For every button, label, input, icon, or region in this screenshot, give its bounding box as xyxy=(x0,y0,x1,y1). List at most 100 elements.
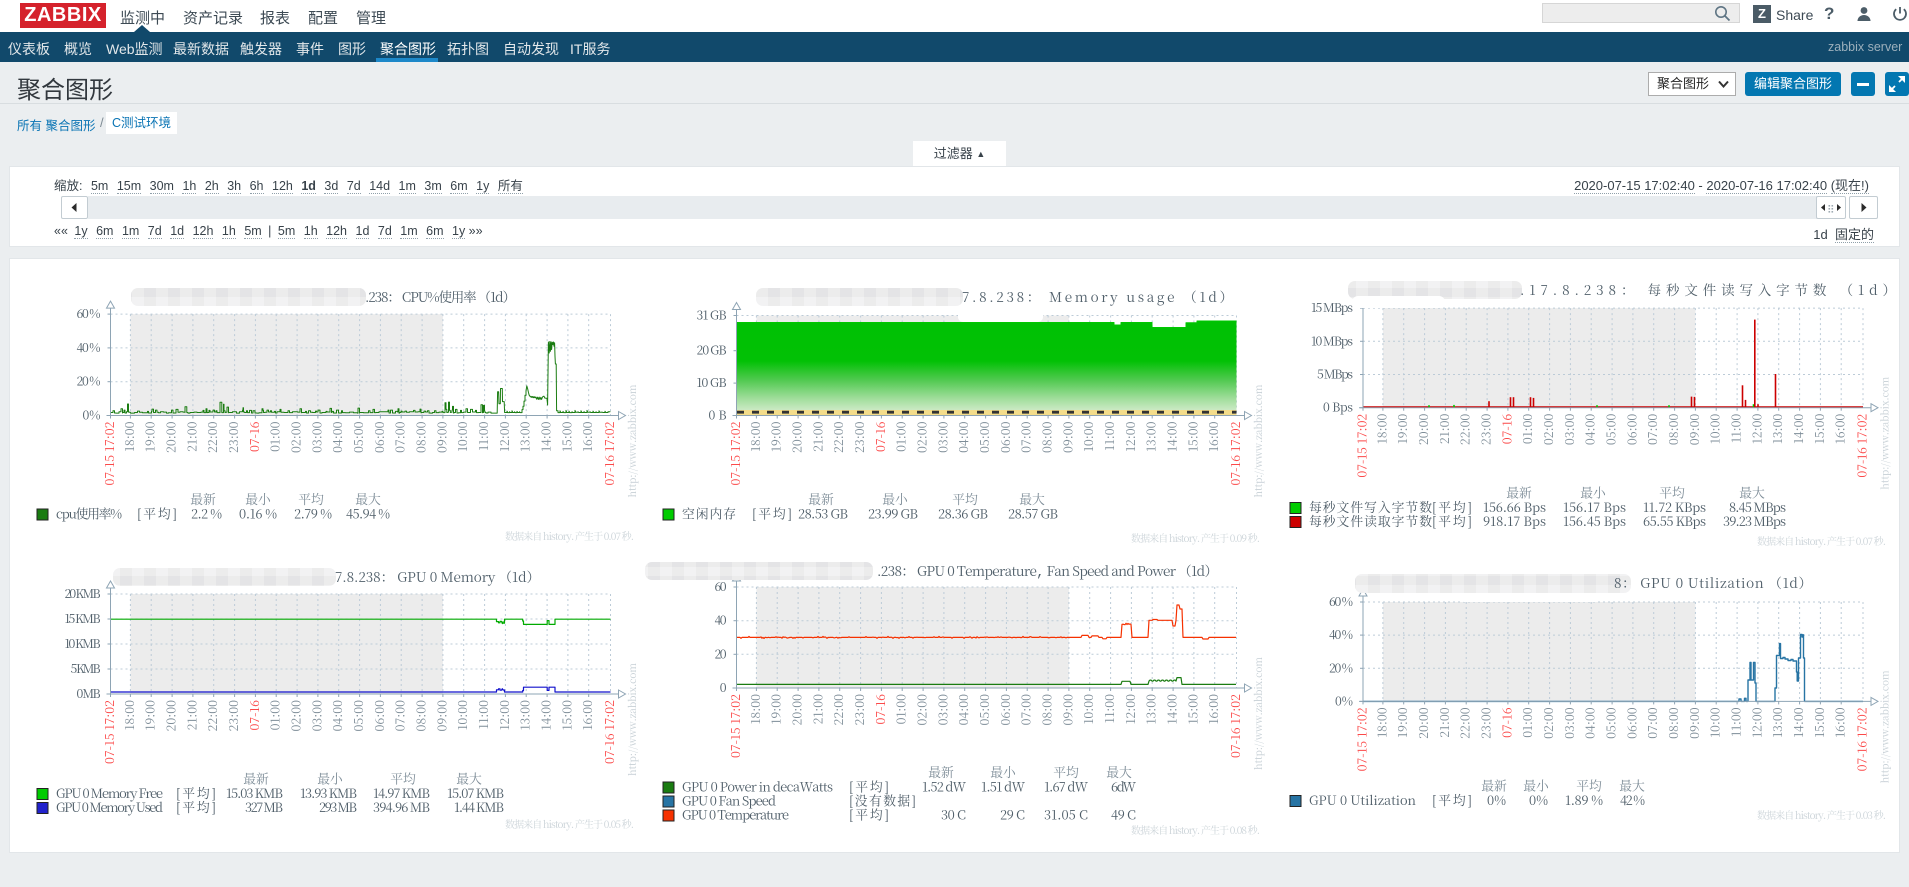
svg-text:07-16 17:02: 07-16 17:02 xyxy=(1226,421,1244,485)
svg-text:最小: 最小 xyxy=(1523,776,1550,795)
svg-text:18:00: 18:00 xyxy=(746,421,764,452)
svg-text:09:00: 09:00 xyxy=(1685,707,1703,739)
svg-text:14:00: 14:00 xyxy=(1789,414,1807,444)
svg-text:65.55 KBps: 65.55 KBps xyxy=(1643,511,1706,530)
svg-text:07-15 17:02: 07-15 17:02 xyxy=(100,700,118,764)
svg-text:21:00: 21:00 xyxy=(182,421,200,452)
svg-text:[平均]: [平均] xyxy=(849,805,889,824)
svg-text:22:00: 22:00 xyxy=(1456,414,1474,446)
svg-text:09:00: 09:00 xyxy=(1685,414,1703,446)
svg-text:60 %: 60 % xyxy=(1329,593,1353,610)
svg-text:08:00: 08:00 xyxy=(1038,694,1056,726)
svg-text:20:00: 20:00 xyxy=(788,694,806,726)
svg-text:03:00: 03:00 xyxy=(1560,707,1578,739)
svg-text:21:00: 21:00 xyxy=(1435,707,1453,738)
svg-text:1.89 %: 1.89 % xyxy=(1565,790,1603,809)
svg-text:23:00: 23:00 xyxy=(1477,707,1495,739)
svg-text:07:00: 07:00 xyxy=(1643,707,1661,738)
svg-text:07-16: 07-16 xyxy=(1497,414,1515,445)
svg-text:最新: 最新 xyxy=(808,489,834,508)
svg-text:最新: 最新 xyxy=(1481,776,1507,795)
svg-text:07-16: 07-16 xyxy=(245,700,263,731)
svg-text:0 %: 0 % xyxy=(1529,790,1548,809)
svg-text:05:00: 05:00 xyxy=(1602,707,1620,739)
svg-text:最新: 最新 xyxy=(928,762,954,781)
svg-text:01:00: 01:00 xyxy=(1518,707,1536,738)
svg-text:10 KMB: 10 KMB xyxy=(65,635,101,652)
svg-text:15:00: 15:00 xyxy=(557,700,575,731)
svg-text:31 GB: 31 GB xyxy=(697,307,727,324)
svg-text:09:00: 09:00 xyxy=(432,421,450,453)
svg-text:39.23 MBps: 39.23 MBps xyxy=(1723,511,1786,530)
svg-text:7.8.238： Memory usage （1d）: 7.8.238： Memory usage （1d） xyxy=(962,286,1233,306)
svg-text:http://www.zabbix.com: http://www.zabbix.com xyxy=(1877,376,1892,489)
svg-text:21:00: 21:00 xyxy=(808,694,826,725)
svg-text:数据来自 history. 产生于 0.08 秒.: 数据来自 history. 产生于 0.08 秒. xyxy=(1131,822,1260,837)
svg-text:最大: 最大 xyxy=(355,489,381,508)
svg-text:40 %: 40 % xyxy=(77,339,101,356)
svg-text:03:00: 03:00 xyxy=(933,694,951,726)
svg-text:18:00: 18:00 xyxy=(1372,707,1390,738)
svg-text:每秒文件读取字节数: 每秒文件读取字节数 xyxy=(1309,511,1432,530)
svg-text:5 KMB: 5 KMB xyxy=(71,660,101,677)
svg-text:22:00: 22:00 xyxy=(829,421,847,453)
svg-text:.17.8.238： 每秒文件读写入字节数 （1d）: .17.8.238： 每秒文件读写入字节数 （1d） xyxy=(1520,279,1896,299)
svg-text:19:00: 19:00 xyxy=(1393,707,1411,738)
svg-text:最大: 最大 xyxy=(1106,762,1132,781)
svg-text:01:00: 01:00 xyxy=(266,421,284,452)
svg-text:04:00: 04:00 xyxy=(954,694,972,726)
svg-text:15 KMB: 15 KMB xyxy=(65,610,101,627)
svg-text:2.2 %: 2.2 % xyxy=(191,504,222,523)
svg-text:11:00: 11:00 xyxy=(474,700,492,729)
svg-text:06:00: 06:00 xyxy=(1622,414,1640,446)
svg-text:293 MB: 293 MB xyxy=(319,797,357,816)
svg-text:07-16: 07-16 xyxy=(245,421,263,452)
svg-text:平均: 平均 xyxy=(390,769,416,788)
svg-text:15:00: 15:00 xyxy=(557,421,575,452)
svg-text:15:00: 15:00 xyxy=(1810,414,1828,445)
svg-text:GPU 0 Memory Free: GPU 0 Memory Free xyxy=(56,783,163,802)
svg-text:14:00: 14:00 xyxy=(537,700,555,730)
svg-text:平均: 平均 xyxy=(1053,762,1079,781)
svg-text:05:00: 05:00 xyxy=(975,421,993,453)
svg-text:09:00: 09:00 xyxy=(1058,421,1076,453)
svg-text:0.16 %: 0.16 % xyxy=(239,504,277,523)
svg-text:49 C: 49 C xyxy=(1111,805,1136,824)
svg-text:01:00: 01:00 xyxy=(892,421,910,452)
svg-text:60 %: 60 % xyxy=(77,305,101,322)
svg-text:23:00: 23:00 xyxy=(1477,414,1495,446)
svg-text:0 MB: 0 MB xyxy=(77,685,101,702)
svg-text:14:00: 14:00 xyxy=(1789,707,1807,737)
svg-text:GPU 0 Utilization: GPU 0 Utilization xyxy=(1309,790,1417,809)
svg-text:0 %: 0 % xyxy=(1487,790,1506,809)
svg-text:最大: 最大 xyxy=(1739,483,1765,502)
svg-text:04:00: 04:00 xyxy=(328,700,346,732)
svg-text:最新: 最新 xyxy=(243,769,269,788)
svg-text:08:00: 08:00 xyxy=(1038,421,1056,453)
svg-text:20:00: 20:00 xyxy=(162,700,180,732)
svg-text:22:00: 22:00 xyxy=(203,700,221,732)
svg-text:23:00: 23:00 xyxy=(850,421,868,453)
svg-text:07:00: 07:00 xyxy=(1017,421,1035,452)
svg-text:15.07 KMB: 15.07 KMB xyxy=(447,783,504,802)
svg-text:02:00: 02:00 xyxy=(287,421,305,453)
svg-text:10:00: 10:00 xyxy=(453,700,471,731)
svg-text:04:00: 04:00 xyxy=(954,421,972,453)
svg-text:[平均]: [平均] xyxy=(176,783,216,802)
svg-text:05:00: 05:00 xyxy=(1602,414,1620,446)
svg-text:13:00: 13:00 xyxy=(1768,707,1786,738)
svg-text:最小: 最小 xyxy=(1580,483,1607,502)
svg-text:12:00: 12:00 xyxy=(1121,421,1139,452)
svg-text:156.45 Bps: 156.45 Bps xyxy=(1563,511,1626,530)
svg-text:30 C: 30 C xyxy=(941,805,966,824)
svg-text:10:00: 10:00 xyxy=(1706,707,1724,738)
svg-text:07-16 17:02: 07-16 17:02 xyxy=(1853,707,1871,771)
svg-text:07-15 17:02: 07-15 17:02 xyxy=(1353,414,1371,478)
svg-text:GPU 0 Power in decaWatts: GPU 0 Power in decaWatts xyxy=(682,777,833,796)
svg-text:28.53 GB: 28.53 GB xyxy=(798,504,848,523)
svg-text:01:00: 01:00 xyxy=(1518,414,1536,445)
svg-text:07:00: 07:00 xyxy=(391,421,409,452)
svg-text:21:00: 21:00 xyxy=(182,700,200,731)
svg-text:45.94 %: 45.94 % xyxy=(346,504,390,523)
svg-text:08:00: 08:00 xyxy=(412,700,430,732)
